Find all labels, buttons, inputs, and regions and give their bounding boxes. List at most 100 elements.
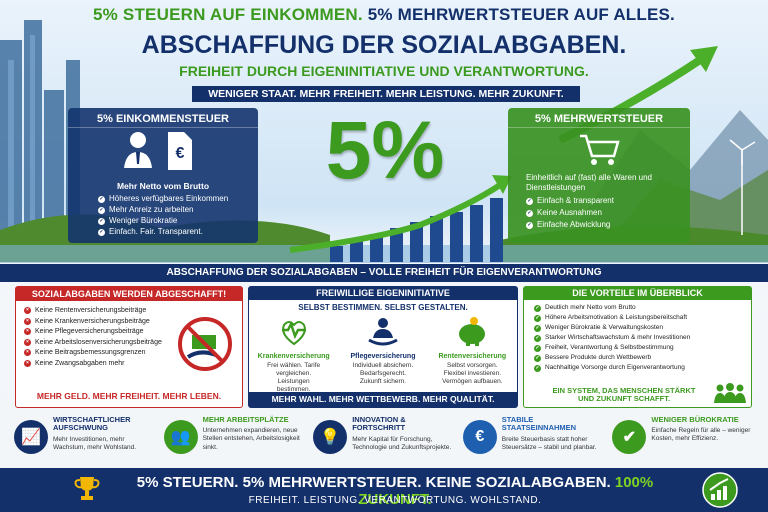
box-title: SOZIALABGABEN WERDEN ABGESCHAFFT! [16,287,242,301]
list-item: ✓ Mehr Anreiz zu arbeiten [98,206,258,214]
column-icon [459,317,486,346]
item-text: Keine Zwangsabgaben mehr [35,359,125,367]
benefit: 👥 MEHR ARBEITSPLÄTZE Unternehmen expandier… [160,414,310,466]
column: Krankenversicherung Frei wählen. Tarife v… [249,316,338,395]
column-title: Rentenversicherung [438,353,507,360]
bullet: × [24,317,31,325]
item-text: Weniger Bürokratie [109,216,178,225]
item-text: Keine Beitragsbemessungsgrenzen [35,349,146,356]
box-list: × Keine Rentenversicherungsbeiträge × Keine… [16,307,242,367]
benefit-body: WIRTSCHAFTLICHER AUFSCHWUNG Mehr Investit… [53,415,156,464]
vat-panel: 5% MEHRWERTSTEUER Einheitlich auf (fast)… [508,108,690,243]
item-text: Höhere Arbeitsmotivation & Leistungsbere… [545,314,687,322]
panel-title: 5% MEHRWERTSTEUER [508,108,690,128]
benefit-text: Mehr Investitionen, mehr Wachstum, mehr … [53,435,137,451]
bullet: ✓ [98,195,105,203]
benefit: € STABILE STAATSEINNAHMEN Breite Steuerbas… [459,414,609,466]
bullet: × [24,349,31,356]
panel-list: ✓ Höheres verfügbares Einkommen ✓ Mehr Anre… [68,195,258,236]
bullet: ✓ [534,345,541,352]
list-item: ✓ Bessere Produkte durch Wettbewerb [534,355,751,362]
list-item: ✓ Starker Wirtschaftswachstum & mehr Inve… [534,335,751,342]
benefit: 📈 WIRTSCHAFTLICHER AUFSCHWUNG Mehr Investi… [10,414,160,466]
list-item: ✓ Deutlich mehr Netto vom Brutto [534,305,751,312]
bullet: ✓ [534,355,541,362]
item-text: Keine Krankenversicherungsbeiträge [35,317,150,325]
benefits-row: 📈 WIRTSCHAFTLICHER AUFSCHWUNG Mehr Investi… [10,414,758,466]
column-title: Pflegeversicherung [350,353,416,360]
panel-list: ✓ Einfach & transparent ✓ Keine Ausnahmen ✓ E… [508,197,690,229]
item-text: Höheres verfügbares Einkommen [109,194,229,203]
footer-text: 5% STEUERN. 5% MEHRWERTSTEUER. KEINE SOZ… [136,474,611,491]
column-icon [368,318,398,346]
bullet: ✓ [98,228,105,236]
header-text: 5% MEHRWERTSTEUER AUF ALLES. [367,5,675,24]
footer-sub: FREIHEIT. LEISTUNG. VERANTWORTUNG. WOHLS… [248,495,542,506]
list-item: ✓ Nachhaltige Vorsorge durch Eigenverantw… [534,365,751,372]
bullet: ✓ [534,315,541,322]
item-text: Keine Ausnahmen [537,208,602,218]
benefit-body: STABILE STAATSEINNAHMEN Breite Steuerbasi… [501,415,605,464]
box-list: ✓ Deutlich mehr Netto vom Brutto ✓ Höhere A… [524,305,751,372]
bullet: × [24,328,31,335]
benefit-text: Unternehmen expandieren, neue Stellen en… [202,427,300,451]
columns: Krankenversicherung Frei wählen. Tarife v… [249,316,517,395]
cart-icon [580,134,620,165]
bullet: ✓ [534,325,541,332]
item-text: Freiheit, Verantwortung & Selbstbestimmu… [545,344,674,352]
list-item: ✓ Weniger Bürokratie [98,217,258,225]
benefit-icon: 👥 [163,420,198,454]
bullet: ✓ [534,365,541,372]
big-percent: 5% [325,105,445,196]
benefit-icon: ✔ [612,420,647,454]
bullet: ✓ [98,217,105,225]
item-text: Weniger Bürokratie & Verwaltungskosten [545,324,664,332]
item-text: Keine Pflegeversicherungsbeiträge [35,328,144,335]
benefit-icon: € [462,420,497,454]
benefit-body: MEHR ARBEITSPLÄTZE Unternehmen expandiere… [202,415,306,464]
benefit: ✔ WENIGER BÜROKRATIE Einfache Regeln für a… [608,414,758,466]
no-money-icon [178,317,232,371]
benefit: 💡 INNOVATION & FORTSCHRITT Mehr Kapital fü… [309,414,459,466]
item-text: Einfache Abwicklung [537,220,611,230]
box-footer: EIN SYSTEM, DAS MENSCHEN STÄRKT UND ZUKU… [552,385,696,404]
column-text: Selbst vorsorgen. Flexibel investieren. … [442,362,503,386]
item-text: Starker Wirtschaftswachstum & mehr Inves… [545,334,691,342]
bullet: × [24,359,31,367]
list-item: ✓ Höhere Arbeitsmotivation & Leistungsber… [534,315,751,322]
benefit-body: WENIGER BÜROKRATIE Einfache Regeln für al… [651,415,754,464]
bullet: ✓ [534,305,541,312]
bullet: ✓ [534,335,541,342]
list-item: × Keine Zwangsabgaben mehr [24,359,242,367]
list-item: ✓ Einfach & transparent [526,197,690,205]
benefit-title: WENIGER BÜROKRATIE [651,415,739,424]
column-text: Frei wählen. Tarife vergleichen. Leistun… [267,362,321,394]
benefit-title: INNOVATION & FORTSCHRITT [352,415,406,433]
list-item: × Keine Arbeitslosenversicherungsbeiträge [24,338,242,346]
benefit-title: WIRTSCHAFTLICHER AUFSCHWUNG [53,415,131,433]
benefit-title: MEHR ARBEITSPLÄTZE [202,415,289,424]
subtitle: FREIHEIT DURCH EIGENINITIATIVE UND VERAN… [179,63,589,79]
list-item: × Keine Rentenversicherungsbeiträge [24,307,242,314]
title: ABSCHAFFUNG DER SOZIALABGABEN. [141,31,627,59]
item-text: Bessere Produkte durch Wettbewerb [545,354,652,362]
list-item: ✓ Höheres verfügbares Einkommen [98,195,258,203]
list-item: × Keine Pflegeversicherungsbeiträge [24,328,242,335]
column: Rentenversicherung Selbst vorsorgen. Flex… [428,316,517,395]
header-line: 5% STEUERN AUF EINKOMMEN. 5% MEHRWERTSTE… [0,5,768,25]
benefit-text: Breite Steuerbasis statt hoher Steuersät… [501,435,597,451]
panel-heading: Mehr Netto vom Brutto [116,181,210,191]
item-text: Einfach & transparent [537,196,614,206]
item-text: Deutlich mehr Netto vom Brutto [545,304,636,312]
list-item: ✓ Freiheit, Verantwortung & Selbstbestimm… [534,345,751,352]
item-text: Einfach. Fair. Transparent. [109,227,203,236]
bullet: ✓ [526,209,533,217]
footer-line: 5% STEUERN. 5% MEHRWERTSTEUER. KEINE SOZ… [100,474,690,508]
benefit-title: STABILE STAATSEINNAHMEN [501,415,577,433]
mid-banner: ABSCHAFFUNG DER SOZIALABGABEN – VOLLE FR… [0,264,768,282]
people-icon [714,383,746,403]
growth-icon [702,472,738,508]
icons: € [124,132,192,170]
bullet: ✓ [98,206,105,214]
panel-heading: Einheitlich auf (fast) alle Waren und Di… [526,173,652,192]
